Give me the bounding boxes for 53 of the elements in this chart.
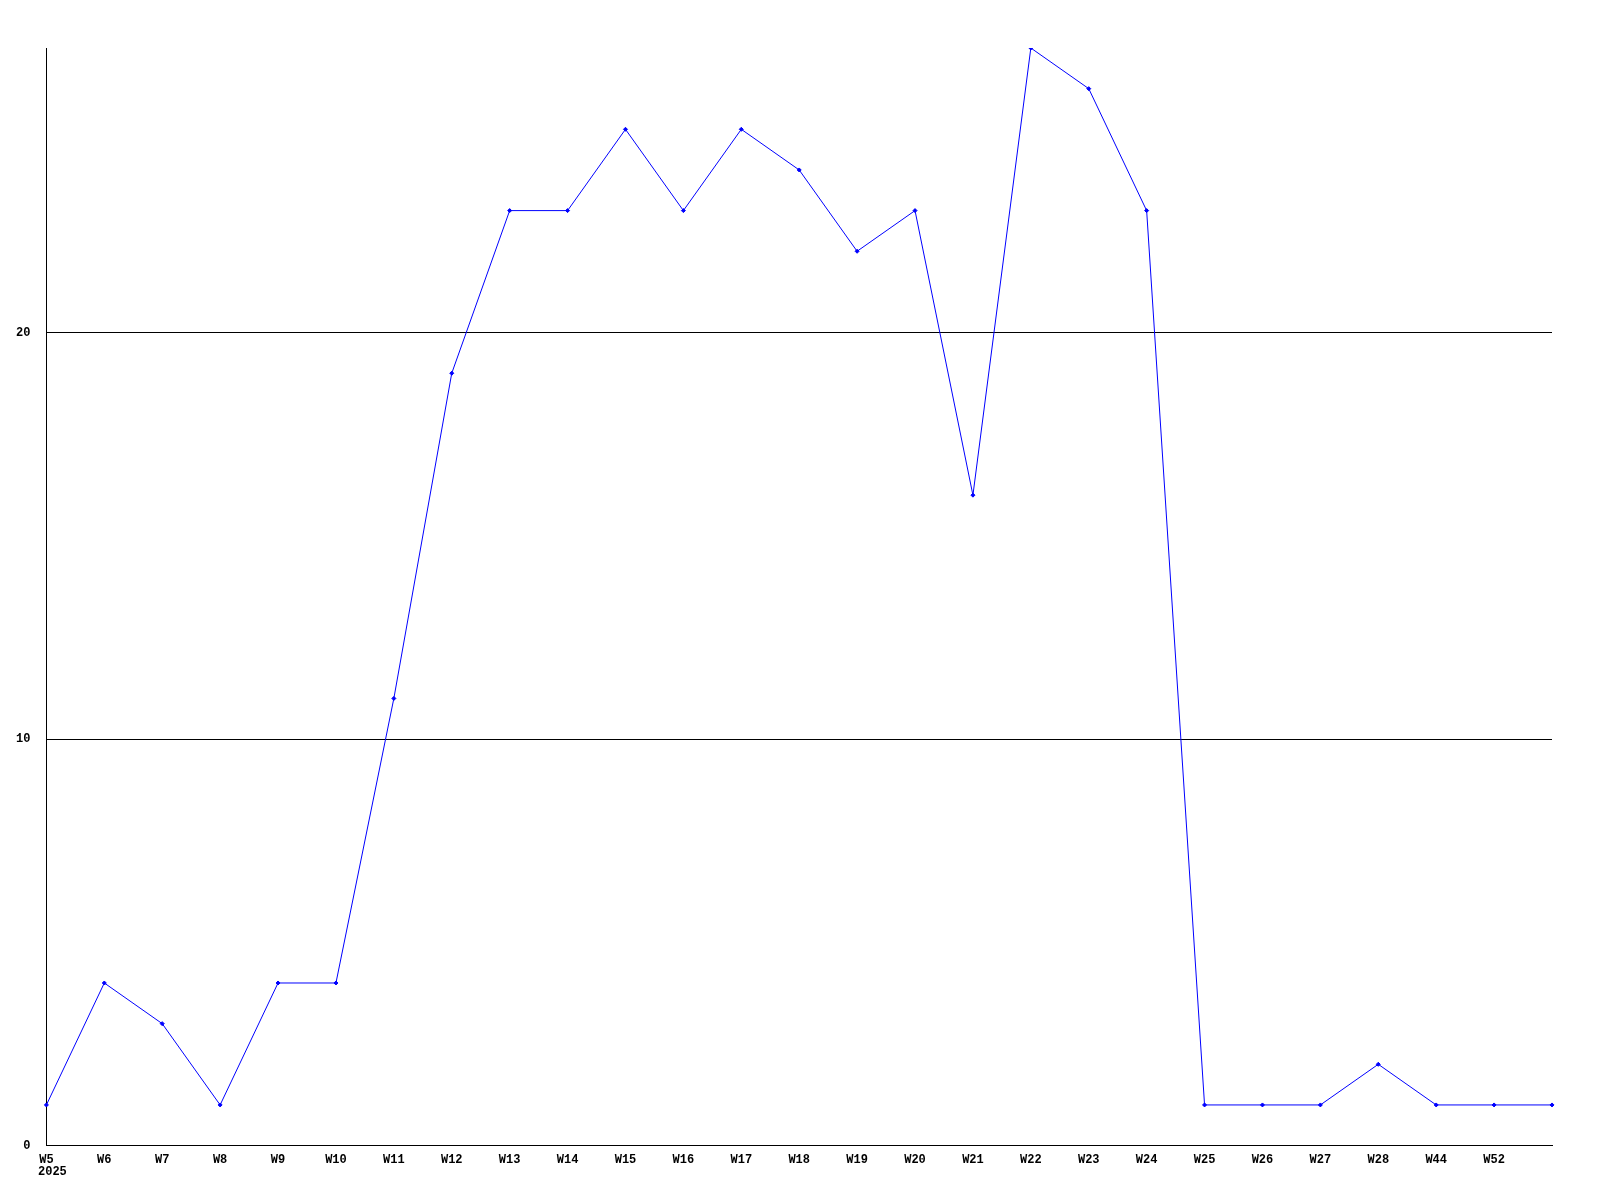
- point: [1259, 1102, 1265, 1108]
- point: [217, 1102, 223, 1108]
- x-tick-label: W12: [440, 1152, 463, 1167]
- x-tick-label: W18: [788, 1152, 811, 1167]
- point: [1375, 1061, 1381, 1067]
- point: [1491, 1102, 1497, 1108]
- x-tick-label: W22: [1020, 1152, 1042, 1167]
- x-tick-label: W28: [1367, 1152, 1390, 1167]
- point: [449, 370, 455, 376]
- point: [854, 248, 860, 254]
- x-tick-label: W10: [325, 1152, 347, 1167]
- x-tick-label: W27: [1309, 1152, 1332, 1167]
- point: [391, 695, 397, 701]
- y-tick-label: 10: [16, 732, 31, 747]
- x-tick-label: W5: [39, 1152, 54, 1167]
- x-tick-label: W6: [97, 1152, 112, 1167]
- x-tick-label: W20: [904, 1152, 926, 1167]
- x-tick-label: W21: [962, 1152, 984, 1167]
- x-tick-label: W44: [1425, 1152, 1447, 1167]
- point: [912, 208, 918, 214]
- point: [1144, 208, 1150, 214]
- x-tick-label: W24: [1135, 1152, 1158, 1167]
- x-tick-label: W19: [846, 1152, 868, 1167]
- x-tick-label: W13: [498, 1152, 521, 1167]
- y-tick-label: 0: [23, 1138, 31, 1153]
- point: [159, 1021, 165, 1027]
- x-tick-label: W14: [556, 1152, 579, 1167]
- x-tick-label: W23: [1077, 1152, 1100, 1167]
- x-tick-label: W8: [212, 1152, 228, 1167]
- point: [622, 126, 628, 132]
- point: [43, 1102, 49, 1108]
- x-tick-label: W25: [1193, 1152, 1216, 1167]
- point: [507, 208, 513, 214]
- point: [1086, 86, 1092, 92]
- x-tick-label: W11: [383, 1152, 405, 1167]
- text: 2025: [38, 1165, 67, 1179]
- x-tick-label: W15: [614, 1152, 637, 1167]
- x-tick-label: W52: [1483, 1152, 1505, 1167]
- point: [738, 126, 744, 132]
- point: [796, 167, 802, 173]
- point: [1433, 1102, 1439, 1108]
- point: [101, 980, 107, 986]
- point: [970, 492, 976, 498]
- x-tick-label: W9: [270, 1152, 286, 1167]
- point: [1202, 1102, 1208, 1108]
- x-tick-label: W16: [672, 1152, 695, 1167]
- x-tick-label: W7: [155, 1152, 170, 1167]
- point: [1317, 1102, 1323, 1108]
- point: [680, 208, 686, 214]
- point: [565, 208, 571, 214]
- y-tick-label: 20: [16, 325, 31, 340]
- x-tick-label: W17: [730, 1152, 753, 1167]
- x-tick-label: W26: [1251, 1152, 1274, 1167]
